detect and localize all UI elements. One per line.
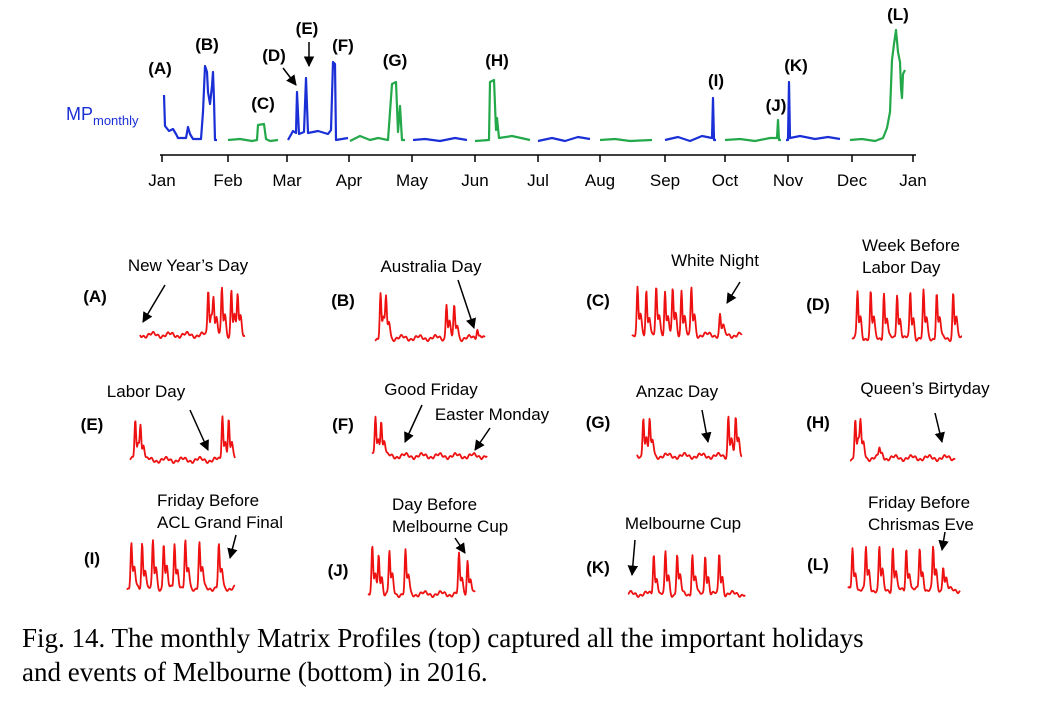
- arrow: [934, 412, 945, 444]
- arrow: [189, 409, 209, 451]
- panel-label: (K): [586, 558, 610, 577]
- annotation: White Night: [671, 251, 759, 270]
- panel-label: (B): [331, 291, 355, 310]
- month-label: Aug: [585, 171, 615, 190]
- annotation: Week Before: [862, 236, 960, 255]
- event-marker: (H): [485, 51, 509, 70]
- profile-curve: [631, 285, 743, 339]
- panel-label: (F): [332, 415, 354, 434]
- profile-curve: [126, 539, 236, 592]
- event-marker: (K): [784, 56, 808, 75]
- caption: Fig. 14. The monthly Matrix Profiles (to…: [22, 623, 864, 653]
- arrow: [404, 404, 423, 443]
- panel-label: (L): [807, 555, 829, 574]
- month-label: Dec: [837, 171, 868, 190]
- annotation: New Year’s Day: [128, 256, 249, 275]
- profile-curve: [636, 415, 743, 460]
- event-marker: (F): [332, 36, 354, 55]
- profile-curve: [139, 286, 246, 339]
- annotation: Melbourne Cup: [392, 517, 508, 536]
- panel-label: (C): [586, 291, 610, 310]
- profile-curve: [849, 418, 956, 463]
- month-label: Nov: [773, 171, 804, 190]
- panel-label: (I): [84, 549, 100, 568]
- panel-label: (G): [586, 413, 611, 432]
- annotation: Anzac Day: [636, 382, 719, 401]
- profile-curve: [627, 550, 746, 598]
- arrow: [701, 409, 712, 444]
- month-label: Sep: [650, 171, 680, 190]
- annotation: Friday Before: [157, 491, 259, 510]
- profile-curve: [129, 415, 236, 464]
- panel-label: (A): [83, 287, 107, 306]
- annotation: Labor Day: [107, 382, 186, 401]
- annotation: Chrismas Eve: [868, 515, 974, 534]
- mp-curve: [162, 28, 906, 143]
- arrow: [938, 531, 949, 552]
- month-label: Oct: [712, 171, 739, 190]
- annotation: Queen’s Birtyday: [860, 379, 990, 398]
- event-marker: (G): [383, 51, 408, 70]
- profile-curve: [371, 415, 488, 461]
- annotation: Australia Day: [380, 257, 482, 276]
- month-label: Feb: [213, 171, 242, 190]
- profile-curve: [374, 292, 486, 343]
- event-marker: (L): [887, 5, 909, 24]
- arrow: [282, 67, 297, 86]
- month-label: May: [396, 171, 429, 190]
- profile-curve: [367, 545, 476, 599]
- panel-label: (D): [806, 295, 830, 314]
- event-marker: (A): [148, 59, 172, 78]
- annotation: Easter Monday: [435, 405, 550, 424]
- month-label: Apr: [336, 171, 363, 190]
- profile-curve: [847, 545, 961, 595]
- panel-label: (E): [81, 415, 104, 434]
- axis-label: MPmonthly: [66, 104, 139, 128]
- event-marker: (E): [296, 19, 319, 38]
- annotation: Day Before: [392, 495, 477, 514]
- caption: and events of Melbourne (bottom) in 2016…: [22, 657, 488, 687]
- month-label: Jun: [461, 171, 488, 190]
- axis-label-main: MP: [66, 104, 93, 124]
- event-marker: (D): [262, 46, 286, 65]
- arrow: [227, 534, 238, 560]
- event-marker: (B): [195, 35, 219, 54]
- profile-curve: [851, 288, 963, 343]
- arrow: [627, 539, 639, 577]
- month-label: Jan: [899, 171, 926, 190]
- annotation: Labor Day: [862, 258, 941, 277]
- arrow: [726, 281, 741, 304]
- arrow: [457, 279, 476, 329]
- arrow: [454, 537, 466, 554]
- annotation: Good Friday: [384, 380, 478, 399]
- month-label: Jul: [527, 171, 549, 190]
- annotation: Melbourne Cup: [625, 514, 741, 533]
- arrow: [474, 427, 491, 451]
- axis-label-sub: monthly: [93, 113, 139, 128]
- annotation: ACL Grand Final: [157, 513, 283, 532]
- annotation: Friday Before: [868, 493, 970, 512]
- event-marker: (I): [708, 71, 724, 90]
- month-label: Jan: [148, 171, 175, 190]
- event-marker: (C): [251, 94, 275, 113]
- month-label: Mar: [272, 171, 302, 190]
- arrow: [142, 284, 166, 323]
- event-marker: (J): [766, 96, 787, 115]
- panel-label: (J): [328, 561, 349, 580]
- panel-label: (H): [806, 413, 830, 432]
